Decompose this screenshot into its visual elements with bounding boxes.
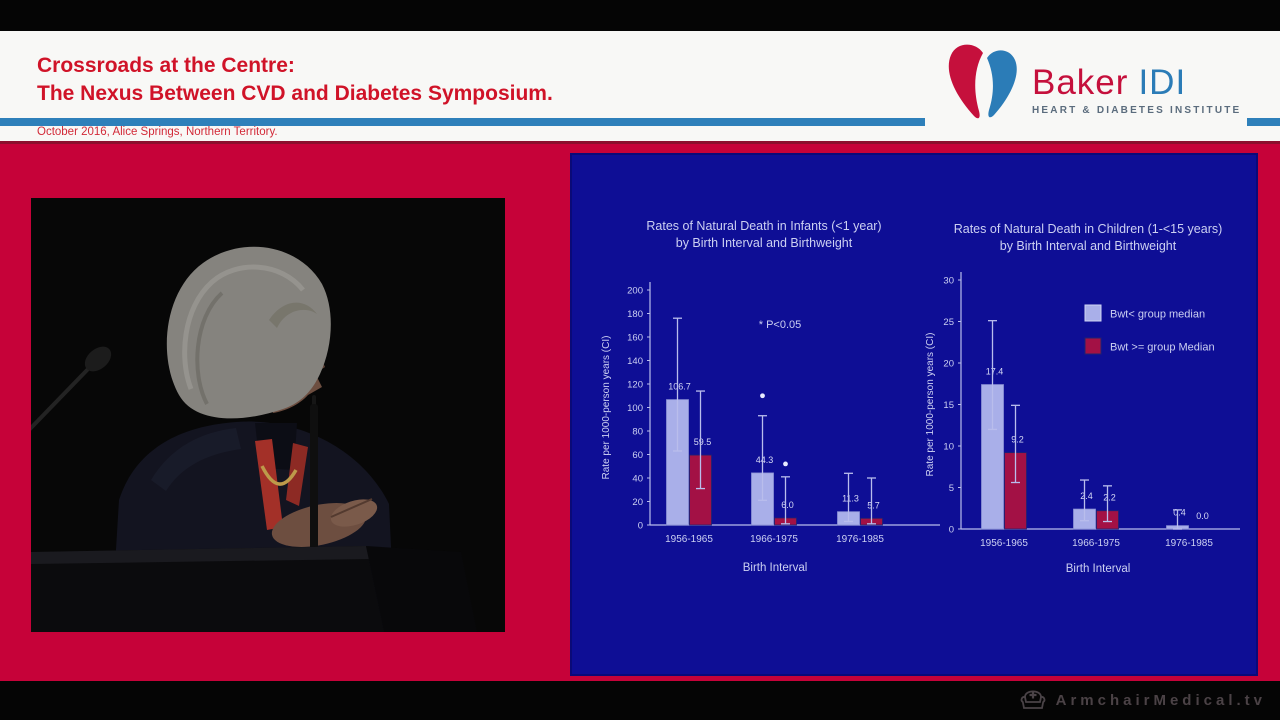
category-label: 1966-1975 (750, 534, 798, 545)
y-tick-label: 80 (632, 427, 643, 438)
chart-title: by Birth Interval and Birthweight (1000, 239, 1177, 253)
event-date-location: October 2016, Alice Springs, Northern Te… (37, 126, 278, 138)
blue-divider-left (0, 118, 925, 126)
y-tick-label: 25 (943, 317, 954, 328)
maroon-edge-line (0, 141, 1280, 144)
value-label: 17.4 (986, 367, 1004, 377)
y-tick-label: 20 (632, 497, 643, 508)
logo-tagline: HEART & DIABETES INSTITUTE (1032, 105, 1242, 116)
y-tick-label: 120 (627, 380, 643, 391)
chart-title: Rates of Natural Death in Infants (<1 ye… (646, 219, 881, 233)
value-label: 0.4 (1173, 508, 1186, 518)
presentation-slide: Rates of Natural Death in Infants (<1 ye… (570, 153, 1258, 676)
heart-logo-icon (946, 42, 1022, 129)
x-axis-title: Birth Interval (743, 562, 808, 574)
x-axis-title: Birth Interval (1066, 563, 1131, 575)
speaker-illustration (31, 198, 505, 632)
y-tick-label: 0 (949, 525, 954, 536)
title-line-2: The Nexus Between CVD and Diabetes Sympo… (37, 82, 553, 105)
logo-wordmark: Baker IDI (1032, 64, 1241, 102)
chart-title: Rates of Natural Death in Children (1-<1… (954, 222, 1223, 236)
y-tick-label: 30 (943, 276, 954, 287)
content-area: Rates of Natural Death in Infants (<1 ye… (0, 141, 1280, 681)
y-tick-label: 15 (943, 400, 954, 411)
value-label: 2.2 (1103, 493, 1116, 503)
baker-idi-logo: Baker IDI HEART & DIABETES INSTITUTE (946, 42, 1241, 129)
y-axis-title: Rate per 1000-person years (CI) (925, 333, 936, 477)
y-tick-label: 180 (627, 309, 643, 320)
category-label: 1956-1965 (980, 538, 1028, 549)
armchair-medical-icon (1018, 686, 1048, 716)
category-label: 1976-1985 (1165, 538, 1213, 549)
y-tick-label: 40 (632, 474, 643, 485)
significance-marker (783, 461, 788, 467)
value-label: 44.3 (756, 455, 774, 465)
y-tick-label: 140 (627, 356, 643, 367)
value-label: 0.0 (1196, 511, 1209, 521)
y-tick-label: 10 (943, 442, 954, 453)
significance-marker (760, 393, 765, 399)
value-label: 6.0 (781, 500, 794, 510)
infant-mortality-chart: Rates of Natural Death in Infants (<1 ye… (601, 219, 940, 574)
value-label: 9.2 (1011, 435, 1024, 445)
value-label: 59.5 (694, 437, 712, 447)
legend-swatch (1084, 337, 1102, 355)
top-letterbox-bar (0, 0, 1280, 31)
legend-label: Bwt< group median (1110, 309, 1205, 321)
logo-idi: IDI (1138, 63, 1187, 102)
blue-divider-right (1247, 118, 1280, 126)
brand-watermark: ArmchairMedical.tv (1055, 692, 1266, 709)
category-label: 1966-1975 (1072, 538, 1120, 549)
legend-swatch (1084, 304, 1102, 322)
y-tick-label: 160 (627, 333, 643, 344)
symposium-title: Crossroads at the Centre: The Nexus Betw… (37, 52, 553, 108)
y-tick-label: 100 (627, 403, 643, 414)
y-tick-label: 0 (638, 521, 643, 532)
title-line-1: Crossroads at the Centre: (37, 54, 295, 77)
legend-label: Bwt >= group Median (1110, 342, 1215, 354)
y-axis-title: Rate per 1000-person years (CI) (601, 336, 612, 480)
child-mortality-chart: Rates of Natural Death in Children (1-<1… (925, 222, 1240, 575)
value-label: 5.7 (867, 500, 880, 510)
value-label: 11.3 (842, 494, 859, 504)
footer-bar: ArmchairMedical.tv (0, 681, 1280, 720)
logo-baker: Baker (1032, 63, 1129, 102)
y-tick-label: 5 (949, 483, 954, 494)
significance-note: * P<0.05 (759, 319, 802, 331)
speaker-video (31, 198, 505, 632)
chart-title: by Birth Interval and Birthweight (676, 236, 853, 250)
y-tick-label: 20 (943, 359, 954, 370)
y-tick-label: 60 (632, 450, 643, 461)
category-label: 1976-1985 (836, 534, 884, 545)
value-label: 2.4 (1080, 491, 1093, 501)
y-tick-label: 200 (627, 286, 643, 297)
value-label: 106.7 (668, 382, 691, 392)
category-label: 1956-1965 (665, 534, 713, 545)
